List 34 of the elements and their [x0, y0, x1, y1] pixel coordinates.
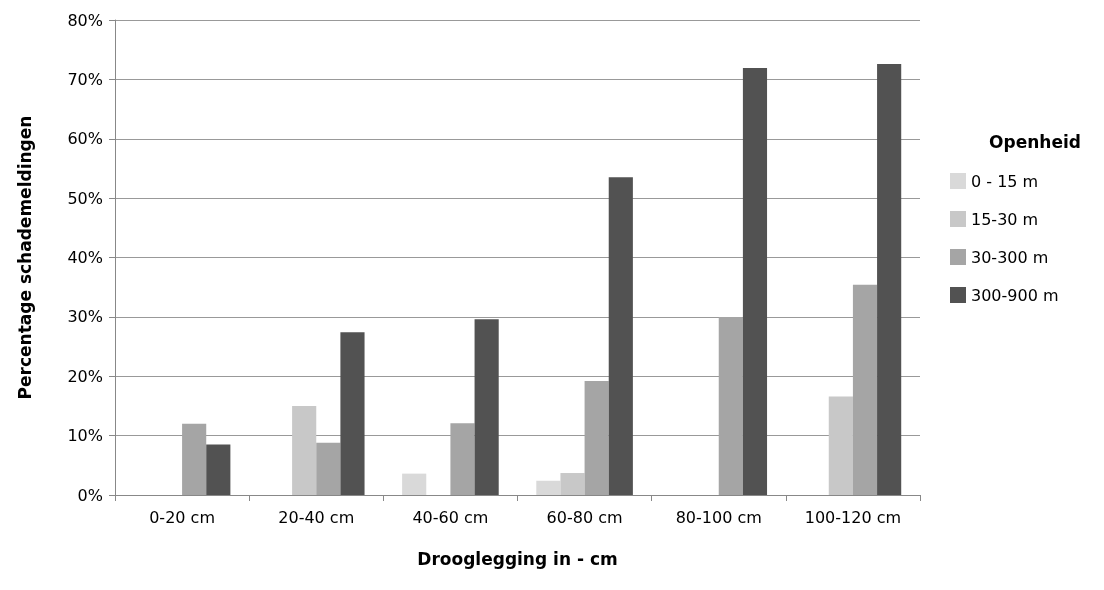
x-tick-label: 60-80 cm [546, 507, 623, 527]
y-tick-label: 10% [67, 426, 103, 446]
x-tick-label: 40-60 cm [412, 507, 489, 527]
bar [536, 480, 561, 495]
bar [608, 177, 633, 495]
legend-label: 15-30 m [971, 209, 1039, 229]
x-axis-title: Drooglegging in - cm [417, 548, 618, 569]
y-axis-title: Percentage schademeldingen [14, 115, 35, 400]
bar [402, 473, 427, 495]
y-tick-label: 50% [67, 188, 103, 208]
legend-label: 30-300 m [971, 247, 1049, 267]
y-tick-label: 0% [77, 485, 103, 505]
bar [828, 396, 853, 495]
bar [316, 442, 341, 495]
bar [340, 332, 365, 495]
x-tick-label: 20-40 cm [278, 507, 355, 527]
y-tick-label: 30% [67, 307, 103, 327]
y-tick-label: 80% [67, 10, 103, 30]
bar [742, 68, 768, 495]
x-tick-label: 0-20 cm [149, 507, 215, 527]
bar [206, 444, 231, 495]
legend-label: 300-900 m [971, 285, 1059, 305]
bar [560, 473, 585, 495]
y-tick-label: 60% [67, 129, 103, 149]
x-tick-label: 80-100 cm [675, 507, 762, 527]
bar [877, 63, 902, 495]
bar [474, 319, 499, 495]
y-tick-label: 40% [67, 248, 103, 267]
y-tick-label: 20% [67, 366, 103, 386]
bar [292, 405, 317, 495]
y-tick-label: 70% [67, 69, 103, 89]
x-tick-label: 100-120 cm [804, 507, 902, 527]
legend-title: Openheid [989, 131, 1082, 152]
legend-label: 0 - 15 m [971, 171, 1039, 191]
